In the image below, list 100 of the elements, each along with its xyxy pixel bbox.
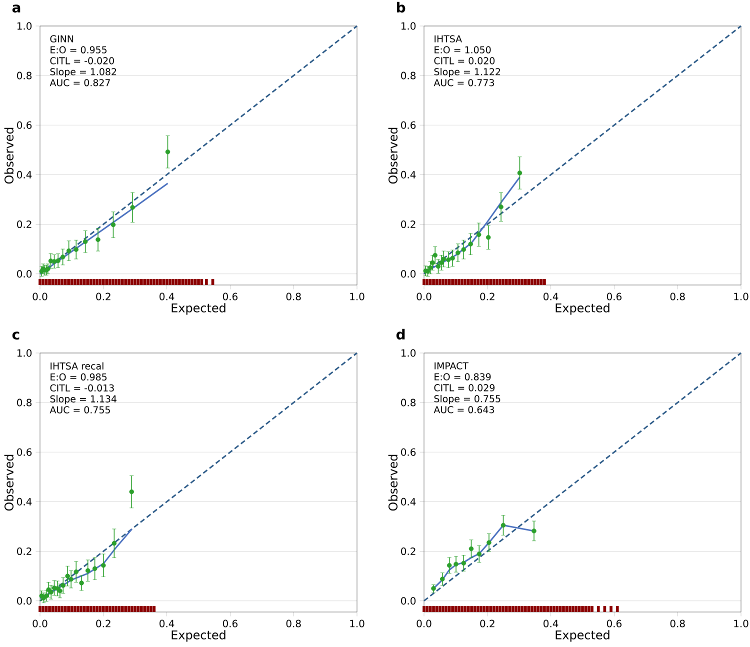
x-axis-title: Expected: [172, 303, 226, 315]
x-tick-label: 1.0: [350, 620, 364, 628]
x-tick-label: 0.8: [670, 292, 685, 300]
line-series: [39, 528, 133, 600]
point: [112, 540, 117, 546]
point: [476, 552, 482, 556]
annotation: IMPACT: [434, 362, 469, 370]
y-tick-label: 0.0: [401, 270, 416, 278]
point: [92, 566, 98, 572]
point: [456, 250, 460, 256]
x-tick-label: 0.2: [96, 620, 110, 628]
point: [101, 563, 106, 568]
y-tick-label: 0.2: [401, 547, 416, 556]
annotation: E:O = 0.839: [434, 373, 491, 380]
y-tick-label: 0.8: [17, 72, 32, 80]
point: [79, 580, 84, 586]
point: [500, 522, 506, 528]
x-tick-label: 0.4: [160, 620, 174, 628]
point: [96, 237, 100, 242]
y-tick-label: 0.8: [401, 398, 416, 406]
y-axis-title: Observed: [4, 128, 14, 184]
point: [468, 242, 473, 246]
point: [450, 256, 455, 261]
annotation: E:O = 0.955: [50, 46, 107, 54]
point: [432, 252, 438, 258]
annotation: CITL = -0.020: [50, 57, 114, 64]
y-tick-label: 0.4: [401, 170, 416, 178]
y-tick-label: 0.4: [17, 170, 32, 178]
x-tick-label: 0.2: [96, 292, 110, 300]
annotation: Slope = 1.122: [434, 68, 500, 78]
point: [454, 562, 458, 567]
point: [446, 257, 451, 262]
point: [129, 489, 134, 494]
y-tick-label: 0.6: [401, 121, 416, 129]
x-tick-label: 0.6: [222, 292, 238, 300]
point: [65, 574, 70, 578]
x-tick-label: 0.0: [32, 292, 48, 300]
point: [110, 222, 116, 228]
annotation: GINN: [50, 35, 74, 42]
y-tick-label: 0.8: [17, 398, 32, 406]
point: [486, 540, 492, 545]
point: [58, 588, 62, 594]
y-tick-label: 0.6: [17, 448, 32, 456]
point: [60, 254, 66, 260]
x-tick-label: 0.4: [544, 620, 558, 628]
y-tick-label: 0.6: [401, 448, 416, 456]
point: [85, 568, 90, 573]
y-tick-label: 0.4: [17, 498, 32, 506]
point: [74, 569, 79, 574]
point: [60, 583, 66, 588]
y-tick-label: 0.0: [401, 597, 416, 605]
point: [517, 170, 522, 176]
annotation: Slope = 1.134: [50, 395, 116, 404]
chart-title: c: [12, 332, 20, 340]
y-tick-label: 0.2: [17, 547, 32, 556]
y-axis-title: Observed: [388, 454, 398, 511]
x-tick-label: 1.0: [734, 620, 748, 628]
point: [446, 563, 452, 568]
y-axis-title: Observed: [4, 454, 14, 511]
annotation: CITL = -0.013: [50, 384, 114, 392]
chart-title: a: [12, 4, 20, 13]
annotation: AUC = 0.827: [50, 79, 110, 86]
annotation: CITL = 0.029: [434, 384, 495, 392]
x-tick-label: 0.2: [480, 620, 494, 628]
x-tick-label: 0.0: [32, 620, 48, 628]
point: [82, 239, 88, 244]
x-axis-title: Expected: [172, 630, 226, 642]
y-tick-label: 0.2: [401, 220, 416, 228]
point: [66, 248, 72, 254]
y-tick-label: 1.0: [401, 349, 416, 357]
point: [532, 528, 536, 534]
annotation: E:O = 1.050: [434, 46, 491, 54]
chart-title: b: [396, 2, 406, 13]
y-tick-label: 0.8: [401, 72, 416, 80]
x-tick-label: 0.0: [416, 620, 432, 628]
annotation: IHTSA: [434, 35, 462, 42]
y-tick-label: 0.4: [401, 498, 416, 506]
point: [461, 247, 466, 252]
x-axis-title: Expected: [556, 630, 610, 642]
annotation: AUC = 0.643: [434, 406, 494, 414]
point: [68, 576, 74, 582]
y-tick-label: 1.0: [401, 22, 416, 30]
point: [468, 546, 474, 552]
x-tick-label: 0.8: [670, 620, 685, 628]
annotation: Slope = 0.755: [434, 394, 500, 404]
x-tick-label: 1.0: [734, 292, 748, 300]
x-tick-label: 1.0: [350, 292, 364, 300]
y-tick-label: 1.0: [17, 349, 32, 357]
point: [165, 150, 170, 154]
y-tick-label: 0.2: [17, 220, 32, 228]
x-axis-title: Expected: [556, 303, 610, 315]
x-tick-label: 0.2: [480, 292, 494, 300]
point: [461, 560, 466, 566]
point: [74, 247, 79, 252]
annotation: CITL = 0.020: [434, 57, 495, 64]
point: [476, 232, 482, 238]
point: [498, 204, 504, 210]
y-tick-label: 0.0: [17, 270, 32, 278]
y-tick-label: 0.0: [17, 597, 32, 605]
x-tick-label: 0.4: [544, 292, 558, 300]
